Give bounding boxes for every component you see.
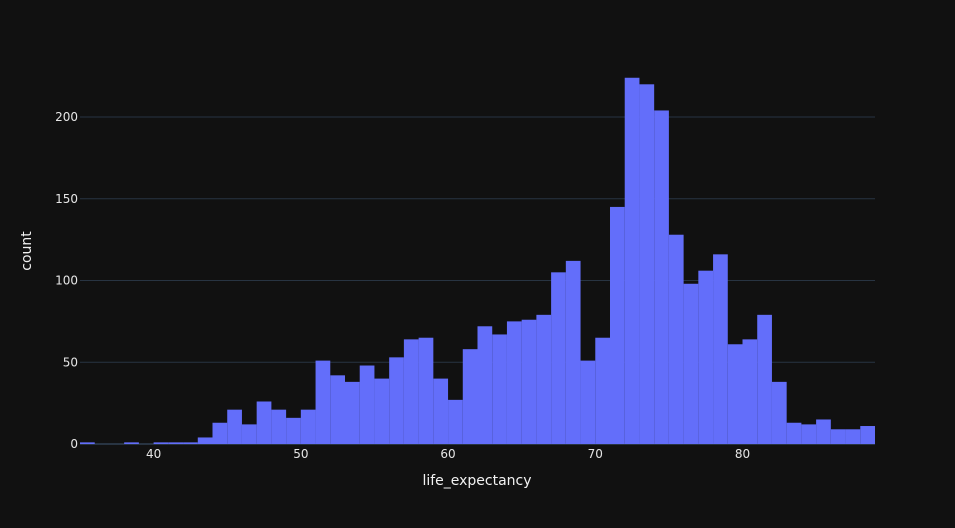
histogram-bar-38[interactable] (124, 442, 139, 444)
histogram-bar-76[interactable] (683, 283, 699, 444)
histogram-bar-62[interactable] (477, 326, 493, 444)
x-axis-title: life_expectancy (422, 473, 531, 489)
histogram-bar-81[interactable] (757, 314, 772, 444)
histogram-bar-43[interactable] (197, 437, 213, 444)
histogram-bar-83[interactable] (786, 422, 802, 444)
histogram-bar-66[interactable] (536, 314, 552, 444)
y-tick-label-200: 200 (55, 110, 78, 124)
histogram-bar-47[interactable] (256, 401, 272, 444)
y-tick-labels: 0 50 100 150 200 (55, 110, 78, 451)
histogram-bar-75[interactable] (668, 234, 684, 444)
histogram-bar-46[interactable] (241, 424, 257, 444)
histogram-bar-73[interactable] (639, 84, 655, 445)
histogram-bar-51[interactable] (315, 360, 331, 444)
histogram-bar-79[interactable] (727, 344, 743, 444)
histogram-bar-52[interactable] (330, 375, 345, 444)
histogram-bar-64[interactable] (506, 321, 522, 444)
y-tick-label-100: 100 (55, 274, 78, 288)
y-axis-title: count (19, 231, 35, 271)
histogram-bar-48[interactable] (271, 409, 287, 444)
histogram-bar-71[interactable] (610, 206, 625, 444)
x-tick-label-80: 80 (735, 447, 750, 461)
histogram-bar-41[interactable] (168, 442, 184, 444)
histogram-bar-60[interactable] (448, 399, 463, 444)
y-tick-label-0: 0 (70, 437, 78, 451)
histogram-bar-68[interactable] (565, 260, 581, 444)
histogram-bar-42[interactable] (183, 442, 198, 444)
histogram-bar-61[interactable] (462, 349, 478, 444)
histogram-bar-40[interactable] (153, 442, 169, 444)
histogram-bar-87[interactable] (845, 429, 861, 444)
y-tick-label-150: 150 (55, 192, 78, 206)
x-tick-labels: 40 50 60 70 80 (146, 447, 750, 461)
histogram-bar-56[interactable] (389, 357, 404, 444)
x-tick-label-40: 40 (146, 447, 161, 461)
histogram-bar-78[interactable] (713, 254, 728, 444)
histogram-bar-77[interactable] (698, 270, 714, 444)
bar-layer (80, 77, 875, 445)
histogram-bar-35[interactable] (80, 442, 95, 444)
histogram-bar-67[interactable] (551, 272, 566, 444)
histogram-bar-86[interactable] (830, 429, 846, 444)
histogram-bar-72[interactable] (624, 77, 640, 444)
histogram-bar-59[interactable] (433, 378, 449, 444)
histogram-bar-69[interactable] (580, 360, 596, 444)
y-tick-label-50: 50 (63, 355, 78, 369)
histogram-bar-44[interactable] (212, 422, 228, 444)
histogram-bar-58[interactable] (418, 337, 434, 444)
x-tick-label-70: 70 (588, 447, 603, 461)
histogram-bar-88[interactable] (860, 426, 875, 444)
histogram-bar-49[interactable] (286, 417, 301, 444)
x-tick-label-50: 50 (293, 447, 308, 461)
histogram-bar-70[interactable] (595, 337, 610, 444)
histogram-bar-45[interactable] (227, 409, 242, 444)
histogram-bar-54[interactable] (359, 365, 375, 444)
x-tick-label-60: 60 (440, 447, 455, 461)
histogram-bar-55[interactable] (374, 378, 390, 444)
histogram-bar-84[interactable] (801, 424, 817, 444)
histogram-bar-63[interactable] (492, 334, 507, 444)
histogram-bar-50[interactable] (300, 409, 316, 444)
histogram-bar-65[interactable] (521, 319, 537, 444)
histogram-bar-80[interactable] (742, 339, 758, 444)
histogram-bar-53[interactable] (345, 381, 360, 444)
histogram-bar-74[interactable] (654, 110, 669, 445)
histogram-bar-57[interactable] (403, 339, 419, 444)
histogram-bar-85[interactable] (816, 419, 831, 444)
histogram-bar-82[interactable] (771, 381, 787, 444)
